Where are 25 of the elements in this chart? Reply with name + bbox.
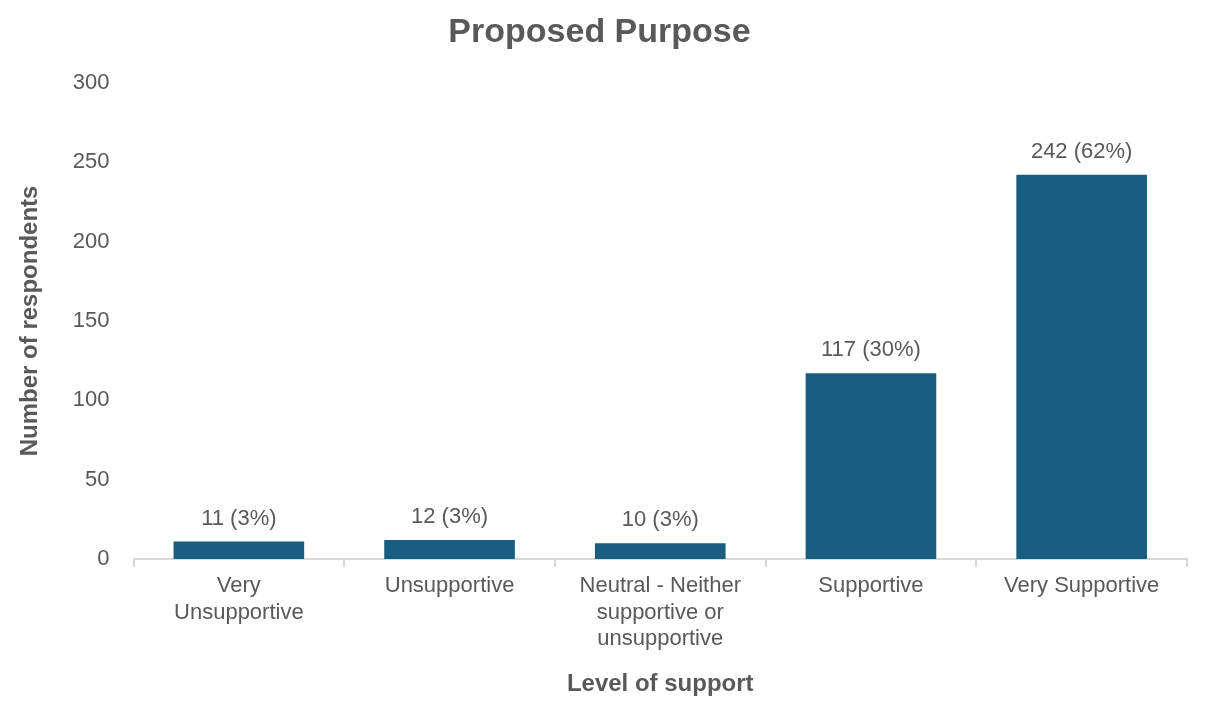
data-label: 117 (30%) <box>821 336 921 362</box>
chart-title: Proposed Purpose <box>448 10 751 49</box>
x-axis-title: Level of support <box>566 669 754 697</box>
bar <box>173 541 305 559</box>
x-tick-label: Supportive <box>818 572 924 598</box>
y-tick-label: 200 <box>72 227 110 253</box>
y-tick-label: 0 <box>97 545 110 571</box>
data-label: 12 (3%) <box>411 503 489 529</box>
y-tick-label: 100 <box>72 386 110 412</box>
y-tick-label: 250 <box>72 148 110 174</box>
bar <box>1016 174 1147 559</box>
data-label: 10 (3%) <box>621 506 699 532</box>
data-label: 242 (62%) <box>1030 137 1133 163</box>
y-tick-label: 300 <box>72 68 110 94</box>
x-tick-label: Unsupportive <box>384 572 515 598</box>
bar <box>594 543 726 559</box>
x-tick-label: Neutral - Neither supportive or unsupportive <box>579 572 741 651</box>
data-label: 11 (3%) <box>201 504 277 530</box>
y-tick-label: 150 <box>72 306 110 332</box>
bar <box>384 539 515 559</box>
bar <box>805 373 937 559</box>
y-axis-title: Number of respondents <box>15 185 43 457</box>
x-tick-label: Very Unsupportive <box>174 572 304 624</box>
y-tick-label: 50 <box>85 465 110 491</box>
x-tick-label: Very Supportive <box>1003 572 1160 598</box>
